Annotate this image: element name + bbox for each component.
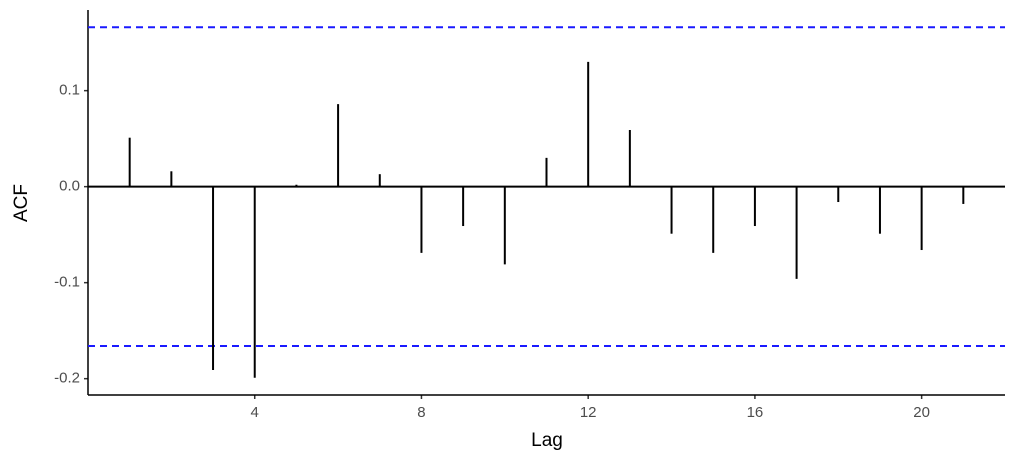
- x-tick-label: 8: [417, 404, 425, 421]
- y-tick-label: -0.2: [54, 370, 80, 387]
- x-tick-label: 16: [747, 404, 764, 421]
- x-axis-title: Lag: [531, 430, 563, 451]
- x-tick-label: 4: [251, 404, 259, 421]
- x-tick-label: 20: [913, 404, 930, 421]
- y-tick-label: 0.0: [59, 178, 80, 195]
- y-tick-label: -0.1: [54, 274, 80, 291]
- x-tick-label: 12: [580, 404, 597, 421]
- y-axis-title: ACF: [11, 184, 32, 222]
- y-tick-label: 0.1: [59, 82, 80, 99]
